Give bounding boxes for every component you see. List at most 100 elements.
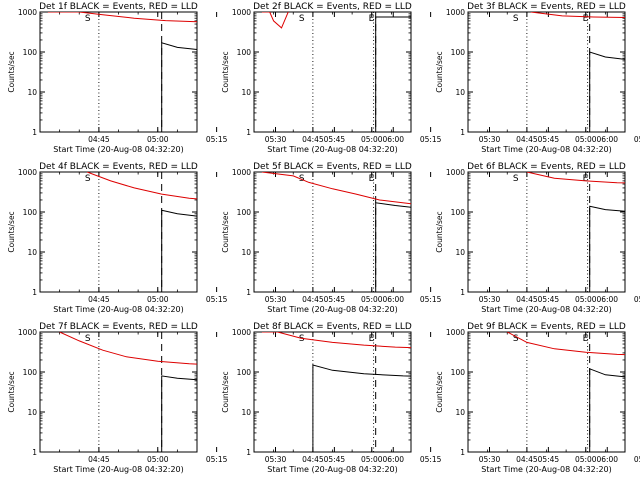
x-tick-label: 05:45 (324, 295, 346, 304)
y-tick-label: 1000 (446, 168, 465, 177)
plot-frame (253, 171, 412, 293)
panel-title: Det 9f BLACK = Events, RED = LLD (467, 322, 626, 332)
y-axis-label: Counts/sec (7, 371, 16, 412)
y-tick-label: 1000 (446, 328, 465, 337)
y-tick-label: 10 (241, 408, 251, 417)
x-tick-label: 05:30 (479, 135, 501, 144)
x-tick-label: 04:45 (516, 455, 538, 464)
plot-frame (253, 331, 412, 453)
end-marker: E (369, 174, 375, 184)
start-marker: S (85, 174, 91, 184)
plot-frame (39, 331, 198, 453)
y-tick-label: 100 (451, 208, 466, 217)
plot-frame (39, 11, 198, 133)
start-marker: S (299, 334, 305, 344)
y-tick-label: 100 (237, 48, 252, 57)
end-marker: E (583, 174, 589, 184)
x-tick-label: 05:15 (634, 455, 640, 464)
y-tick-label: 100 (237, 208, 252, 217)
x-tick-label: 06:00 (382, 295, 404, 304)
lld-series-line (47, 12, 197, 23)
panel-2: Det 2f BLACK = Events, RED = LLD11010010… (221, 2, 618, 154)
events-series-line (589, 205, 625, 292)
y-tick-label: 10 (27, 88, 37, 97)
y-tick-label: 1 (460, 288, 465, 297)
end-marker: E (369, 334, 375, 344)
events-series-line (375, 202, 411, 292)
y-tick-label: 100 (451, 48, 466, 57)
x-tick-label: 05:30 (265, 455, 287, 464)
x-axis-label: Start Time (20-Aug-08 04:32:20) (481, 305, 612, 314)
y-tick-label: 1 (32, 288, 37, 297)
plot-frame (467, 11, 626, 133)
panel-title: Det 6f BLACK = Events, RED = LLD (467, 162, 626, 172)
y-tick-label: 10 (241, 88, 251, 97)
x-tick-label: 04:45 (88, 295, 110, 304)
x-tick-label: 05:30 (479, 295, 501, 304)
x-tick-label: 05:15 (206, 455, 228, 464)
events-series-line (589, 368, 625, 452)
plot-frame (467, 331, 626, 453)
x-tick-label: 05:15 (420, 455, 442, 464)
x-tick-label: 05:15 (634, 295, 640, 304)
end-marker: E (583, 334, 589, 344)
y-axis-label: Counts/sec (221, 371, 230, 412)
lld-series-line (59, 332, 197, 365)
x-tick-label: 06:00 (382, 135, 404, 144)
events-series-line (161, 42, 197, 132)
lld-series-line (530, 12, 625, 19)
y-tick-label: 100 (23, 208, 38, 217)
x-tick-label: 05:30 (265, 135, 287, 144)
lld-series-line (86, 172, 197, 200)
panel-6: Det 6f BLACK = Events, RED = LLD 1 10 100 10… (435, 162, 640, 314)
events-series-line (375, 16, 411, 132)
y-axis-label: Counts/sec (7, 51, 16, 92)
x-tick-label: 05:00 (361, 135, 383, 144)
start-marker: S (85, 14, 91, 24)
x-axis-label: Start Time (20-Aug-08 04:32:20) (267, 145, 398, 154)
y-tick-label: 10 (27, 248, 37, 257)
x-tick-label: 05:45 (538, 295, 560, 304)
x-tick-label: 05:15 (206, 135, 228, 144)
panel-1: Det 1f BLACK = Events, RED = LLD11010010… (7, 2, 404, 154)
x-tick-label: 05:00 (575, 135, 597, 144)
y-tick-label: 1 (32, 448, 37, 457)
x-axis-label: Start Time (20-Aug-08 04:32:20) (481, 145, 612, 154)
y-axis-label: Counts/sec (221, 211, 230, 252)
y-tick-label: 10 (27, 408, 37, 417)
x-tick-label: 04:45 (302, 295, 324, 304)
x-tick-label: 05:30 (265, 295, 287, 304)
y-tick-label: 1000 (232, 8, 251, 17)
y-tick-label: 1 (32, 128, 37, 137)
panel-3: Det 3f BLACK = Events, RED = LLD 1 10 100 10… (435, 2, 640, 154)
plot-frame (253, 11, 412, 133)
panel-title: Det 8f BLACK = Events, RED = LLD (253, 322, 412, 332)
panel-title: Det 5f BLACK = Events, RED = LLD (253, 162, 412, 172)
events-series-line (161, 209, 197, 292)
x-tick-label: 05:45 (538, 135, 560, 144)
x-tick-label: 05:45 (324, 455, 346, 464)
x-axis-label: Start Time (20-Aug-08 04:32:20) (267, 305, 398, 314)
y-tick-label: 1 (460, 448, 465, 457)
x-tick-label: 05:00 (361, 455, 383, 464)
y-tick-label: 1 (246, 448, 251, 457)
lld-series-line (261, 172, 411, 205)
x-tick-label: 05:00 (147, 135, 169, 144)
x-tick-label: 05:00 (575, 295, 597, 304)
y-tick-label: 10 (455, 248, 465, 257)
lld-series-line (261, 332, 411, 349)
x-tick-label: 04:45 (88, 135, 110, 144)
end-marker: E (583, 14, 589, 24)
panel-title: Det 3f BLACK = Events, RED = LLD (467, 2, 626, 12)
start-marker: S (299, 14, 305, 24)
x-tick-label: 04:45 (516, 295, 538, 304)
y-axis-label: Counts/sec (435, 211, 444, 252)
lld-series-line (507, 332, 625, 356)
x-axis-label: Start Time (20-Aug-08 04:32:20) (481, 465, 612, 474)
panel-title: Det 4f BLACK = Events, RED = LLD (39, 162, 198, 172)
y-tick-label: 1000 (18, 168, 37, 177)
y-tick-label: 1000 (446, 8, 465, 17)
y-axis-label: Counts/sec (435, 51, 444, 92)
x-tick-label: 05:15 (420, 135, 442, 144)
lld-series-line (261, 12, 289, 29)
